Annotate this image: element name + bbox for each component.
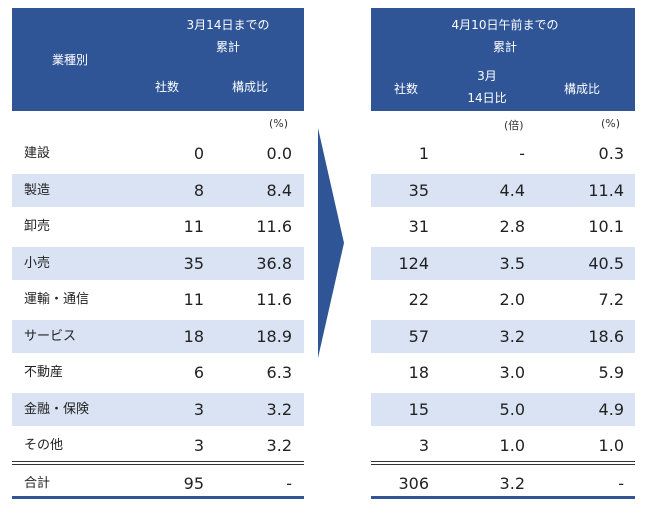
left-table-bottom-border [12,496,304,499]
industry-label: その他 [24,438,64,453]
left-count-cell: 11 [183,290,204,309]
industry-label: サービス [24,329,77,344]
right-table-row: 18 3.0 5.9 [371,356,635,389]
left-count-header: 社数 [155,80,180,94]
left-total-ratio: - [286,474,292,493]
left-ratio-cell: 0.0 [266,144,292,163]
right-vs-cell: 2.0 [499,290,525,309]
right-table-row: 57 3.2 18.6 [371,320,635,353]
industry-label: 金融・保険 [24,402,90,417]
left-ratio-cell: 6.3 [266,363,292,382]
right-total-vs: 3.2 [499,474,525,493]
arrow-right-icon [318,128,344,358]
left-ratio-header: 構成比 [232,80,269,94]
left-total-divider [12,461,304,465]
right-ratio-cell: 40.5 [588,254,624,273]
right-count-cell: 15 [408,400,429,419]
left-count-cell: 18 [183,327,204,346]
right-count-cell: 22 [408,290,429,309]
left-ratio-cell: 11.6 [256,290,292,309]
left-ratio-cell: 3.2 [266,400,292,419]
right-ratio-cell: 18.6 [588,327,624,346]
left-table-row: サービス 18 18.9 [12,320,304,353]
right-total-count: 306 [398,474,429,493]
left-table-row: 卸売 11 11.6 [12,210,304,243]
left-table-row: その他 3 3.2 [12,429,304,462]
industry-label: 小売 [24,256,51,271]
industry-label: 運輸・通信 [24,292,90,307]
right-ratio-cell: 7.2 [598,290,624,309]
right-ratio-cell: 11.4 [588,181,624,200]
left-count-cell: 3 [193,400,204,419]
left-period-header: 3月14日までの 累計 [186,18,270,54]
left-count-cell: 11 [183,217,204,236]
right-count-cell: 1 [418,144,429,163]
right-vs-header: 3月 14日比 [467,69,507,105]
right-total-row: 306 3.2 - [371,467,635,500]
left-ratio-unit: (%) [269,117,289,130]
left-count-cell: 3 [193,436,204,455]
right-count-cell: 3 [418,436,429,455]
industry-header: 業種別 [52,53,89,67]
right-count-cell: 124 [398,254,429,273]
left-total-row: 合計 95 - [12,467,304,500]
right-vs-cell: 1.0 [499,436,525,455]
right-count-cell: 35 [408,181,429,200]
right-ratio-cell: 4.9 [598,400,624,419]
right-table-row: 1 - 0.3 [371,137,635,170]
right-vs-cell: 5.0 [499,400,525,419]
left-table-row: 金融・保険 3 3.2 [12,393,304,426]
right-table-header: 4月10日午前までの 累計 社数 3月 14日比 構成比 [371,8,635,111]
right-vs-cell: 3.2 [499,327,525,346]
left-ratio-cell: 8.4 [266,181,292,200]
right-count-cell: 18 [408,363,429,382]
left-table-row: 建設 0 0.0 [12,137,304,170]
right-vs-cell: 4.4 [499,181,525,200]
right-table-row: 15 5.0 4.9 [371,393,635,426]
industry-label: 建設 [24,146,51,161]
right-ratio-cell: 5.9 [598,363,624,382]
left-count-cell: 8 [193,181,204,200]
left-table-row: 小売 35 36.8 [12,247,304,280]
right-vs-cell: 3.0 [499,363,525,382]
right-total-ratio: - [618,474,624,493]
right-table-row: 124 3.5 40.5 [371,247,635,280]
right-table-row: 35 4.4 11.4 [371,174,635,207]
left-count-cell: 6 [193,363,204,382]
right-vs-cell: 2.8 [499,217,525,236]
industry-label: 不動産 [24,365,64,380]
right-vs-unit: (倍) [504,119,524,132]
left-total-count: 95 [183,474,204,493]
right-period-header: 4月10日午前までの 累計 [451,18,559,54]
right-table-row: 3 1.0 1.0 [371,429,635,462]
right-count-header: 社数 [394,82,419,96]
right-total-divider [371,461,635,465]
right-count-cell: 31 [408,217,429,236]
right-table-row: 31 2.8 10.1 [371,210,635,243]
right-table-bottom-border [371,496,635,499]
left-table-row: 製造 8 8.4 [12,174,304,207]
total-label: 合計 [24,476,51,491]
right-ratio-unit: (%) [601,117,621,130]
left-ratio-cell: 18.9 [256,327,292,346]
left-table-row: 不動産 6 6.3 [12,356,304,389]
left-table-row: 運輸・通信 11 11.6 [12,283,304,316]
right-table-row: 22 2.0 7.2 [371,283,635,316]
left-table-header: 業種別 3月14日までの 累計 社数 構成比 [12,8,304,111]
left-count-cell: 35 [183,254,204,273]
right-vs-cell: - [519,144,525,163]
left-count-cell: 0 [193,144,204,163]
right-ratio-cell: 1.0 [598,436,624,455]
left-ratio-cell: 3.2 [266,436,292,455]
left-ratio-cell: 36.8 [256,254,292,273]
right-ratio-header: 構成比 [564,82,601,96]
right-ratio-cell: 0.3 [598,144,624,163]
right-count-cell: 57 [408,327,429,346]
right-ratio-cell: 10.1 [588,217,624,236]
industry-label: 製造 [24,183,51,198]
industry-label: 卸売 [24,219,51,234]
left-ratio-cell: 11.6 [256,217,292,236]
right-vs-cell: 3.5 [499,254,525,273]
